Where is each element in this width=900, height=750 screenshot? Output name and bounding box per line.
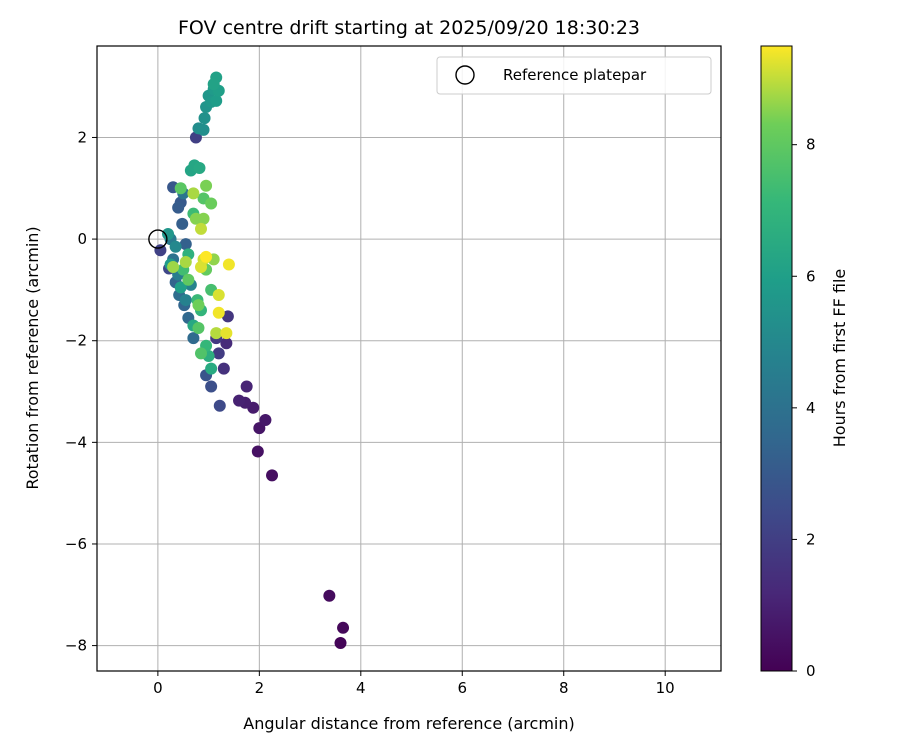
- data-point: [167, 261, 180, 274]
- data-point: [174, 281, 187, 294]
- data-point: [220, 327, 233, 340]
- data-point: [192, 322, 205, 335]
- data-point: [154, 244, 167, 257]
- data-point: [200, 179, 213, 192]
- chart-title: FOV centre drift starting at 2025/09/20 …: [178, 17, 640, 39]
- x-axis-ticks: 0 2 4 6 8 10: [153, 671, 675, 697]
- legend: Reference platepar: [436, 56, 712, 95]
- data-point: [174, 182, 187, 195]
- y-tick-label: 2: [77, 128, 87, 146]
- colorbar-ticks: 0 2 4 6 8: [792, 136, 816, 680]
- x-tick-label: 8: [559, 679, 569, 697]
- colorbar: 0 2 4 6 8 Hours from first FF file: [760, 45, 849, 680]
- y-tick-label: −2: [65, 332, 87, 350]
- legend-marker: [455, 65, 475, 85]
- scatter-points: [154, 71, 350, 650]
- data-point: [210, 327, 223, 340]
- data-point: [266, 469, 279, 482]
- data-point: [212, 347, 225, 360]
- legend-box: [436, 56, 712, 95]
- data-point: [334, 637, 347, 650]
- data-point: [240, 380, 253, 393]
- x-tick-label: 0: [153, 679, 163, 697]
- y-tick-label: 0: [77, 230, 87, 248]
- data-point: [200, 250, 213, 263]
- data-point: [221, 310, 234, 323]
- data-point: [217, 362, 230, 375]
- x-tick-label: 10: [656, 679, 675, 697]
- data-point: [193, 161, 206, 174]
- data-point: [179, 294, 192, 307]
- data-point: [195, 347, 207, 360]
- y-axis-label: Rotation from reference (arcmin): [23, 226, 42, 489]
- data-point: [222, 258, 235, 271]
- legend-entry-reference: Reference platepar: [503, 66, 647, 84]
- y-tick-label: −8: [65, 637, 87, 655]
- reference-platepar-marker: [148, 229, 168, 249]
- data-point: [323, 589, 336, 602]
- data-point: [197, 212, 210, 225]
- colorbar-tick-label: 8: [806, 136, 816, 154]
- data-point: [192, 299, 205, 312]
- data-point: [212, 288, 225, 301]
- data-point: [207, 78, 220, 91]
- colorbar-label: Hours from first FF file: [830, 269, 849, 448]
- data-point: [179, 238, 192, 251]
- data-point: [205, 362, 218, 375]
- data-point: [187, 332, 200, 345]
- data-point: [197, 123, 210, 136]
- data-point: [195, 222, 207, 235]
- data-point: [205, 380, 218, 393]
- x-tick-label: 2: [255, 679, 265, 697]
- colorbar-tick-label: 6: [806, 267, 816, 285]
- data-point: [182, 273, 195, 286]
- data-point: [187, 187, 200, 200]
- data-point: [251, 445, 264, 458]
- data-point: [189, 131, 202, 144]
- data-point: [176, 217, 189, 230]
- plot-frame: [96, 45, 722, 672]
- data-point: [179, 255, 192, 268]
- data-point: [259, 413, 272, 426]
- x-axis-label: Angular distance from reference (arcmin): [243, 714, 574, 733]
- data-point: [195, 261, 207, 274]
- data-point: [213, 399, 226, 412]
- data-point: [172, 201, 185, 214]
- y-tick-label: −4: [65, 433, 87, 451]
- data-point: [337, 621, 350, 634]
- colorbar-tick-label: 4: [806, 399, 816, 417]
- reference-marker-group: [148, 229, 168, 249]
- colorbar-gradient: [760, 45, 793, 672]
- y-tick-label: −6: [65, 535, 87, 553]
- y-axis-ticks: −8 −6 −4 −2 0 2: [65, 128, 97, 655]
- data-point: [169, 240, 182, 253]
- x-tick-label: 6: [457, 679, 467, 697]
- data-point: [220, 337, 233, 350]
- data-point: [233, 394, 246, 407]
- data-point: [212, 306, 225, 319]
- data-point: [198, 112, 211, 125]
- x-tick-label: 4: [356, 679, 366, 697]
- colorbar-tick-label: 0: [806, 662, 816, 680]
- data-point: [210, 94, 223, 107]
- data-point: [205, 197, 218, 210]
- colorbar-tick-label: 2: [806, 530, 816, 548]
- data-point: [162, 228, 175, 241]
